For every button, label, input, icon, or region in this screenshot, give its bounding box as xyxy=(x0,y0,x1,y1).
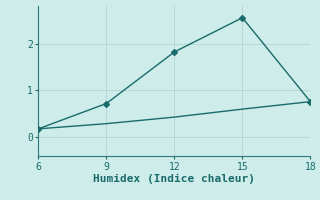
X-axis label: Humidex (Indice chaleur): Humidex (Indice chaleur) xyxy=(93,174,255,184)
